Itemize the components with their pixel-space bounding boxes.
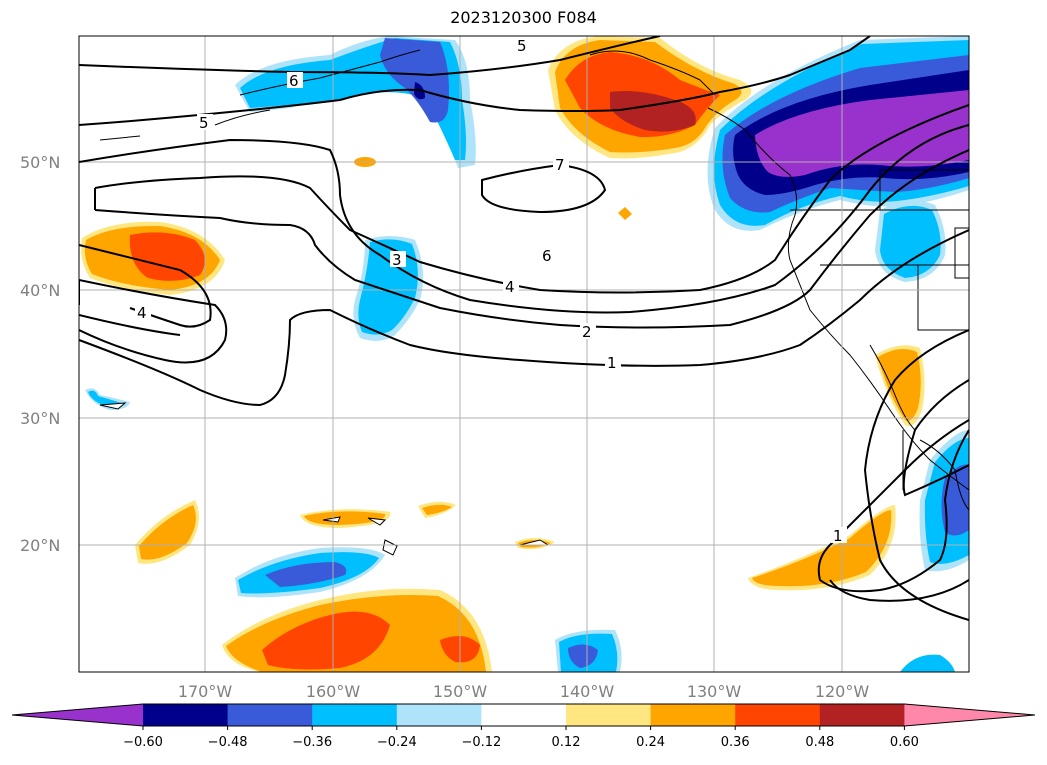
negative-anomaly-hawaii-south <box>235 547 385 598</box>
latitude-labels: 50°N 40°N 30°N 20°N <box>20 153 60 555</box>
lat-label: 50°N <box>20 153 60 172</box>
colorbar-extend-min <box>12 704 143 726</box>
positive-blob <box>618 207 632 220</box>
lat-label: 40°N <box>20 281 60 300</box>
lon-label: 150°W <box>433 682 488 701</box>
longitude-labels: 170°W 160°W 150°W 140°W 130°W 120°W <box>178 682 870 701</box>
positive-anomaly-west <box>135 500 199 564</box>
contour-label: 4 <box>505 278 515 296</box>
lat-label: 20°N <box>20 536 60 555</box>
contour-label: 7 <box>555 156 565 174</box>
negative-anomaly-great-basin <box>875 201 946 282</box>
colorbar-tick-label: 0.12 <box>552 735 581 750</box>
colorbar-bin <box>650 704 736 726</box>
positive-anomaly-baja <box>875 345 925 426</box>
lon-label: 130°W <box>687 682 742 701</box>
colorbar-bin <box>819 704 905 726</box>
colorbar-bin <box>735 704 821 726</box>
colorbar-tick-label: −0.36 <box>292 735 332 750</box>
colorbar-bin <box>312 704 398 726</box>
positive-anomaly-eastern-tropical <box>748 505 896 591</box>
map-frame <box>78 35 970 673</box>
colorbar-tick-label: −0.60 <box>123 735 163 750</box>
contour-label: 1 <box>607 354 617 372</box>
map-title: 2023120300 F084 <box>450 8 597 27</box>
contour-label: 6 <box>542 247 552 265</box>
colorbar-tick-label: −0.24 <box>377 735 417 750</box>
colorbar-tick-label: 0.60 <box>890 735 919 750</box>
lon-label: 170°W <box>178 682 233 701</box>
contour-label: 5 <box>517 37 527 55</box>
colorbar-bin <box>566 704 652 726</box>
colorbar-tick-label: −0.12 <box>461 735 501 750</box>
colorbar: −0.60 −0.48 −0.36 −0.24 −0.12 0.12 0.24 0.36 0.4… <box>11 703 1036 750</box>
map-plot-area: 5 6 5 7 6 4 2 1 3 4 1 <box>79 36 969 672</box>
negative-anomaly-south <box>555 629 955 672</box>
islands <box>99 402 550 556</box>
graticule <box>79 36 969 672</box>
lat-label: 30°N <box>20 409 60 428</box>
colorbar-bin <box>143 704 229 726</box>
colorbar-tick-label: 0.48 <box>805 735 834 750</box>
lon-label: 140°W <box>560 682 615 701</box>
colorbar-tick-label: 0.36 <box>721 735 750 750</box>
positive-anomaly-gulf-of-alaska <box>548 36 752 159</box>
colorbar-bin <box>396 704 482 726</box>
colorbar-tick-label: −0.48 <box>208 735 248 750</box>
contour-label: 2 <box>582 323 592 341</box>
colorbar-bin <box>481 704 567 726</box>
negative-blob <box>88 390 125 408</box>
contour-label: 1 <box>833 527 843 545</box>
height-contours <box>79 36 969 621</box>
contour-label: 6 <box>289 72 299 90</box>
lon-label: 160°W <box>306 682 361 701</box>
colorbar-bin <box>227 704 313 726</box>
contour-label: 5 <box>199 114 209 132</box>
lon-label: 120°W <box>815 682 870 701</box>
positive-anomaly-south <box>222 588 492 672</box>
contour-label: 4 <box>137 304 147 322</box>
contour-label-group: 5 6 5 7 6 4 2 1 3 4 1 <box>135 37 847 545</box>
colorbar-tick-label: 0.24 <box>636 735 665 750</box>
contour-label: 3 <box>392 251 402 269</box>
colorbar-extend-max <box>904 704 1035 726</box>
negative-anomaly-aleutian <box>235 36 476 168</box>
